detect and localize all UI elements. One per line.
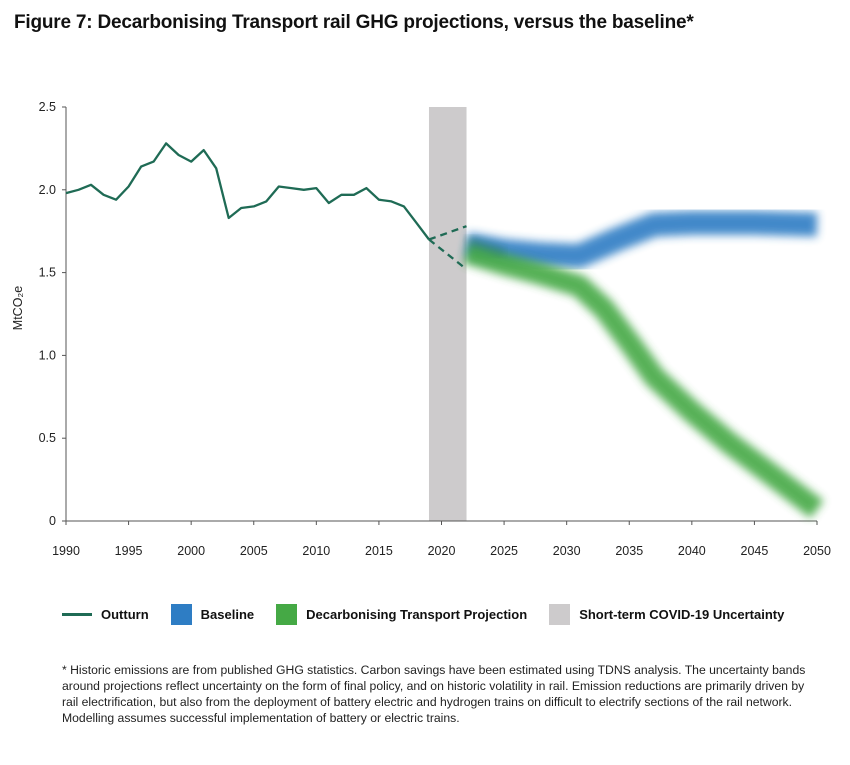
outturn-covid-upper-dashed-line <box>428 225 467 241</box>
covid-uncertainty-band <box>428 107 467 521</box>
band-start-overlap <box>465 235 506 257</box>
legend-swatch-baseline <box>170 604 192 625</box>
y-tick-label: 0.5 <box>39 431 56 445</box>
x-tick-label: 2020 <box>428 544 456 558</box>
x-tick-label: 2025 <box>490 544 518 558</box>
y-tick-label: 0 <box>49 514 56 528</box>
x-tick-label: 2045 <box>741 544 769 558</box>
legend-item-decarbonising: Decarbonising Transport Projection <box>276 604 527 625</box>
legend-swatch-covid <box>549 604 571 625</box>
legend-item-baseline: Baseline <box>170 604 255 625</box>
x-tick-label: 1995 <box>115 544 143 558</box>
y-tick-label: 2.0 <box>39 183 56 197</box>
x-tick-label: 2040 <box>678 544 706 558</box>
x-tick-label: 2000 <box>177 544 205 558</box>
outturn-line <box>65 142 430 241</box>
legend-label-covid: Short-term COVID-19 Uncertainty <box>579 607 785 622</box>
x-tick-label: 2015 <box>365 544 393 558</box>
footnote: * Historic emissions are from published … <box>62 663 806 725</box>
decarbonising-uncertainty-band <box>463 242 824 519</box>
chart-title: Figure 7: Decarbonising Transport rail G… <box>14 12 694 33</box>
legend-label-decarbonising: Decarbonising Transport Projection <box>306 607 528 622</box>
legend-swatch-decarbonising <box>276 604 298 625</box>
baseline-uncertainty-band <box>464 210 818 268</box>
chart: 0 0.5 1.0 1.5 2.0 2.5 1990 1995 2000 2005 2010 2015… <box>11 100 831 558</box>
legend-label-outturn: Outturn <box>101 607 149 622</box>
x-tick-label: 2005 <box>240 544 268 558</box>
outturn-covid-lower-dashed-line <box>428 238 468 271</box>
x-tick-label: 2035 <box>615 544 643 558</box>
legend-item-covid: Short-term COVID-19 Uncertainty <box>549 604 784 625</box>
x-tick-label: 2030 <box>553 544 581 558</box>
x-tick-label: 2050 <box>803 544 831 558</box>
y-axis-title: MtCO₂e <box>11 286 25 330</box>
x-tick-label: 2010 <box>302 544 330 558</box>
x-tick-label: 1990 <box>52 544 80 558</box>
y-tick-label: 2.5 <box>39 100 56 114</box>
y-tick-label: 1.0 <box>39 348 56 362</box>
legend-swatch-outturn <box>62 613 92 616</box>
legend-label-baseline: Baseline <box>200 607 255 622</box>
y-tick-label: 1.5 <box>39 266 56 280</box>
legend: Outturn Baseline Decarbonising Transport… <box>62 604 784 625</box>
legend-item-outturn: Outturn <box>62 607 149 622</box>
